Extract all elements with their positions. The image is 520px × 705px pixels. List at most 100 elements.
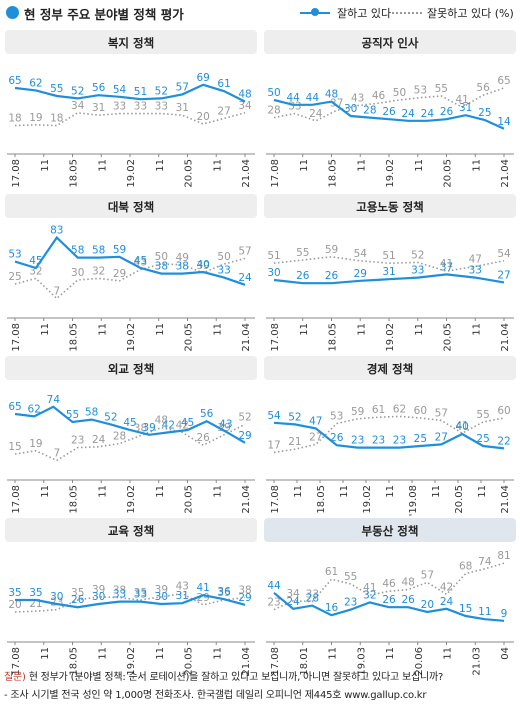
data-label-bad: 39 (217, 422, 230, 434)
data-label-good: 37 (440, 261, 453, 273)
x-tick-label: 11 (385, 485, 396, 498)
chart-welfare: 17.08 11 18.05 11 19.02 11 20.05 11 21.04 18 19 18 3… (7, 72, 255, 188)
x-tick-label: 11 (299, 159, 310, 172)
panel-title-diplomacy: 외교 정책 (107, 362, 155, 376)
x-tick-label: 11 (97, 159, 108, 172)
data-label-bad: 50 (393, 87, 406, 99)
data-label-good: 43 (219, 419, 232, 431)
data-label-bad: 41 (455, 94, 468, 106)
series-line-good (273, 273, 505, 285)
x-tick-label: 11 (443, 647, 454, 660)
data-label-bad: 33 (306, 589, 319, 601)
data-label-good: 22 (497, 435, 510, 447)
data-label-good: 32 (363, 589, 376, 601)
data-label-bad: 81 (497, 550, 510, 562)
x-tick-label: 21.04 (241, 485, 252, 514)
data-label-bad: 41 (440, 258, 453, 270)
data-label-bad: 57 (421, 569, 434, 581)
data-label-bad: 60 (497, 405, 510, 417)
chart-real-estate: 17.08 18.01 11 19.03 11 20.06 11 21.03 04 23 34 33 6… (266, 550, 514, 676)
x-tick-label: 20.05 (443, 323, 454, 352)
data-label-good: 29 (238, 592, 251, 604)
data-label-good: 23 (351, 435, 364, 447)
x-tick-label: 21.04 (241, 159, 252, 188)
x-tick-label: 11 (414, 323, 425, 336)
x-tick-label: 11 (212, 323, 223, 336)
data-label-good: 57 (176, 81, 189, 93)
panel-title-box-welfare (5, 30, 257, 54)
data-label-good: 23 (372, 435, 385, 447)
data-label-good: 26 (71, 594, 85, 606)
question-text: 현 정부가 (분야별 정책: 순서 로테이션)을 잘하고 있다고 보십니까, 아… (28, 672, 444, 683)
data-label-bad: 51 (267, 250, 280, 262)
data-label-bad: 39 (196, 260, 209, 272)
x-tick-label: 18.05 (328, 159, 339, 188)
x-tick-label: 11 (40, 647, 51, 660)
data-label-good: 33 (134, 589, 147, 601)
x-tick-label: 17.08 (270, 485, 281, 514)
data-label-bad: 38 (238, 585, 251, 597)
data-label-bad: 33 (113, 101, 126, 113)
panel-title-box-appointments (264, 30, 516, 54)
x-tick-label: 20.05 (443, 159, 454, 188)
data-label-good: 55 (66, 409, 79, 421)
data-label-bad: 15 (8, 441, 21, 453)
data-label-good: 45 (134, 255, 147, 267)
data-label-good: 56 (200, 408, 214, 420)
data-label-good: 30 (267, 267, 280, 279)
data-label-bad: 27 (217, 105, 230, 117)
data-label-good: 52 (155, 85, 168, 97)
x-tick-label: 04 (500, 647, 511, 660)
data-label-bad: 46 (382, 578, 396, 590)
x-tick-label: 17.08 (11, 485, 22, 514)
data-label-good: 26 (401, 594, 415, 606)
data-label-good: 55 (50, 83, 63, 95)
data-label-good: 58 (85, 407, 98, 419)
panel-title-box-real-estate (264, 518, 516, 542)
x-tick-label: '19.08 (408, 485, 419, 516)
data-label-bad: 62 (393, 403, 406, 415)
data-label-bad: 23 (267, 597, 280, 609)
data-label-bad: 34 (238, 100, 252, 112)
question-prefix: 질문) (4, 672, 26, 683)
x-tick-label: 20.05 (184, 323, 195, 352)
data-label-good: 28 (306, 593, 319, 605)
data-label-bad: 50 (155, 251, 168, 263)
x-tick-label: 21.04 (500, 323, 511, 352)
data-label-bad: 52 (411, 249, 424, 261)
data-label-bad: 41 (455, 420, 468, 432)
x-tick-label: 11 (477, 485, 488, 498)
x-tick-label: 11 (97, 647, 108, 660)
data-label-bad: 54 (497, 248, 511, 260)
x-tick-label: 11 (293, 485, 304, 498)
data-label-good: 41 (196, 582, 209, 594)
data-label-good: 23 (393, 435, 406, 447)
series-line-good (15, 594, 246, 609)
panel-title-education: 교육 정책 (107, 524, 155, 538)
x-tick-label: 18.05 (328, 323, 339, 352)
data-label-good: 25 (476, 433, 489, 445)
data-label-bad: 55 (435, 83, 448, 95)
data-label-good: 52 (71, 85, 84, 97)
panel-title-box-diplomacy (5, 356, 257, 380)
data-label-good: 15 (459, 603, 472, 615)
series-line-bad (14, 111, 246, 127)
data-label-good: 26 (382, 106, 396, 118)
x-tick-label: 11 (328, 647, 339, 660)
x-tick-label: 21.04 (241, 323, 252, 352)
series-line-bad (14, 423, 246, 462)
data-label-good: 39 (142, 422, 155, 434)
x-tick-label: 11 (97, 323, 108, 336)
data-label-good: 16 (325, 602, 339, 614)
x-tick-label: 19.02 (126, 647, 137, 676)
data-label-good: 54 (267, 410, 281, 422)
data-label-bad: 48 (401, 577, 414, 589)
x-tick-label: 19.02 (126, 485, 137, 514)
x-tick-label: 21.04 (500, 485, 511, 514)
data-label-good: 33 (411, 265, 424, 277)
data-label-good: 27 (435, 431, 448, 443)
data-label-bad: 25 (8, 271, 21, 283)
data-label-good: 45 (123, 417, 136, 429)
panel-title-box-education (5, 518, 257, 542)
